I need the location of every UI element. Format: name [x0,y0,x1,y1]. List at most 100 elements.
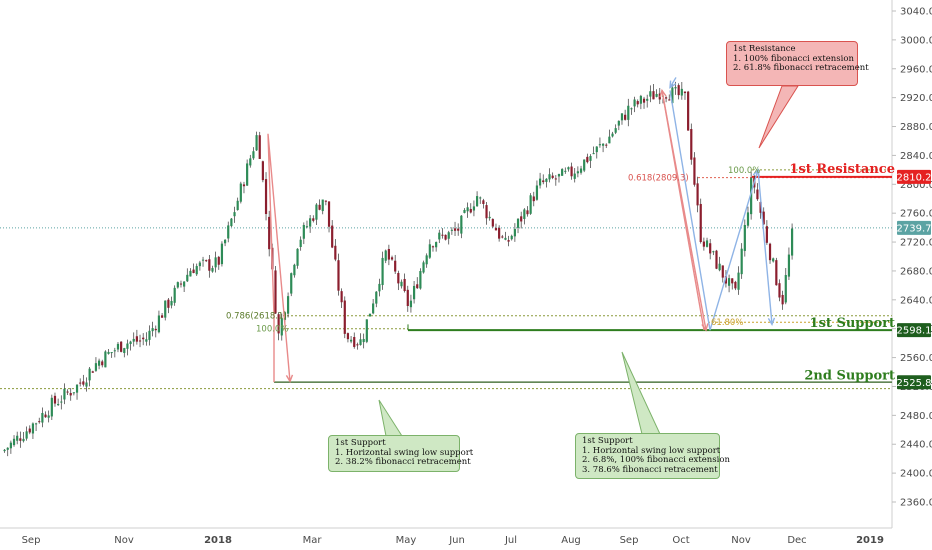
candle-body [38,421,41,423]
candle-body [649,91,652,97]
candle-body [255,135,258,151]
candle-body [205,260,208,262]
candle-body [472,206,476,211]
candle-body [406,289,409,307]
candle-body [365,319,368,342]
candle-body [186,274,189,282]
candle-body [705,240,709,247]
candle-body [69,392,72,396]
candle-body [321,199,324,212]
fib-arrow-red [267,133,291,383]
candle-body [570,166,573,177]
candle-body [620,113,624,121]
candle-body [450,229,453,231]
note-line: 1. Horizontal swing low support [582,445,721,456]
candle-body [120,341,123,352]
candle-body [394,260,397,272]
candle-body [233,212,236,217]
candle-body [160,315,164,318]
candle-body [554,178,557,180]
candle-body [327,201,331,227]
candle-body [762,211,765,225]
y-tick-label: 2400.0 [900,469,932,480]
candle-body [778,283,781,298]
candle-body [60,401,63,403]
candle-body [680,88,683,96]
candle-body [123,348,126,353]
candle-body [482,200,485,204]
fibonacci-labels: 0.618(2809.3) 100.0% 0.786(2618.1) 100.0% 61… [226,166,760,335]
candle-body [227,225,230,239]
candle-body [299,239,302,248]
candle-body [542,180,545,183]
candle-body [50,397,53,417]
candle-body [431,246,435,248]
candle-body [214,257,217,268]
candle-body [97,360,101,366]
candle-body [592,153,595,155]
fib-label: 0.786(2618.1) [226,312,287,322]
candle-body [444,234,447,240]
candle-body [41,412,44,423]
candle-body [491,219,494,227]
candle-body [75,384,79,393]
candle-body [655,93,658,97]
candle-body [359,339,362,345]
candle-body [79,382,82,384]
candle-body [154,328,157,331]
note-line: 1st Resistance [733,44,796,54]
y-tick-label: 3000.0 [900,35,932,46]
candle-body [636,101,639,105]
candle-body [252,151,255,159]
candle-body [523,209,526,219]
candle-body [583,159,586,171]
candle-body [261,161,264,181]
candle-body [687,91,690,131]
level-label: 1st Support [810,316,895,331]
candle-body [280,318,283,336]
candle-body [349,339,353,342]
candle-body [435,242,438,248]
y-tick-label: 2480.0 [900,411,932,422]
candle-body [696,183,699,206]
candle-body [724,275,728,284]
candle-body [535,185,539,200]
fib-label: 100.0% [728,166,760,176]
candle-body [85,382,88,387]
candle-body [564,170,567,172]
candle-body [601,143,605,146]
candle-body [230,218,233,227]
candle-body [756,189,759,200]
candle-body [595,146,598,153]
candle-body [334,245,337,260]
level-label: 1st Resistance [789,162,895,177]
candle-body [104,351,107,368]
candle-body [242,184,246,187]
candle-body [302,224,305,239]
candle-body [387,248,390,260]
candle-body [246,163,249,186]
candle-body [750,178,753,215]
price-tag [897,375,931,390]
candle-body [734,281,737,289]
candle-body [646,98,649,101]
arrow-head [285,374,294,384]
candle-body [101,361,104,366]
candle-body [57,403,60,406]
x-tick-label: Sep [22,535,41,546]
candle-body [145,339,148,342]
candle-body [494,227,498,231]
candle-body [293,264,296,276]
candle-body [614,128,617,133]
candle-body [743,225,746,251]
note-line: 1st Support [582,436,633,446]
candle-body [12,438,16,446]
candle-body [419,271,422,289]
candle-body [545,178,548,182]
candle-body [116,343,120,350]
candle-body [772,258,775,262]
arrow-head [701,323,709,332]
candle-body [107,351,110,354]
candle-body [775,260,778,286]
fib-arrow-blue [669,77,677,88]
